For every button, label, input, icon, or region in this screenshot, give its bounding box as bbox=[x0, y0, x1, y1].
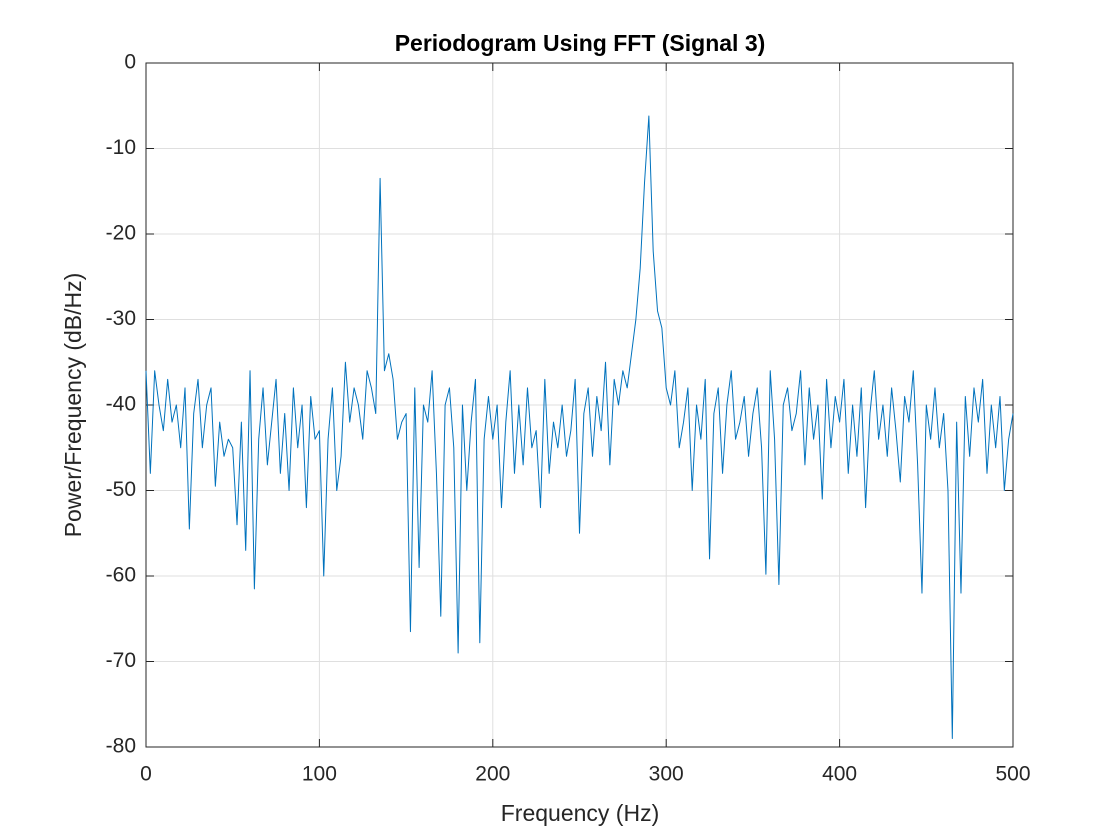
y-tick-label: -40 bbox=[106, 393, 136, 416]
y-tick-label: -10 bbox=[106, 136, 136, 159]
y-tick-label: -20 bbox=[106, 222, 136, 245]
y-tick-label: 0 bbox=[124, 51, 136, 74]
y-axis-label: Power/Frequency (dB/Hz) bbox=[60, 273, 86, 538]
chart-title: Periodogram Using FFT (Signal 3) bbox=[395, 30, 766, 56]
y-tick-label: -80 bbox=[106, 735, 136, 758]
y-tick-label: -50 bbox=[106, 478, 136, 501]
y-tick-label: -30 bbox=[106, 307, 136, 330]
x-tick-label: 500 bbox=[995, 763, 1030, 786]
x-tick-label: 0 bbox=[140, 763, 152, 786]
y-tick-label: -60 bbox=[106, 564, 136, 587]
y-tick-label: -70 bbox=[106, 649, 136, 672]
data-line bbox=[145, 115, 1014, 739]
x-tick-label: 200 bbox=[475, 763, 510, 786]
x-tick-label: 100 bbox=[302, 763, 337, 786]
plot-frame bbox=[145, 62, 1014, 748]
x-tick-label: 400 bbox=[822, 763, 857, 786]
x-tick-label: 300 bbox=[649, 763, 684, 786]
x-axis-label: Frequency (Hz) bbox=[501, 800, 659, 826]
